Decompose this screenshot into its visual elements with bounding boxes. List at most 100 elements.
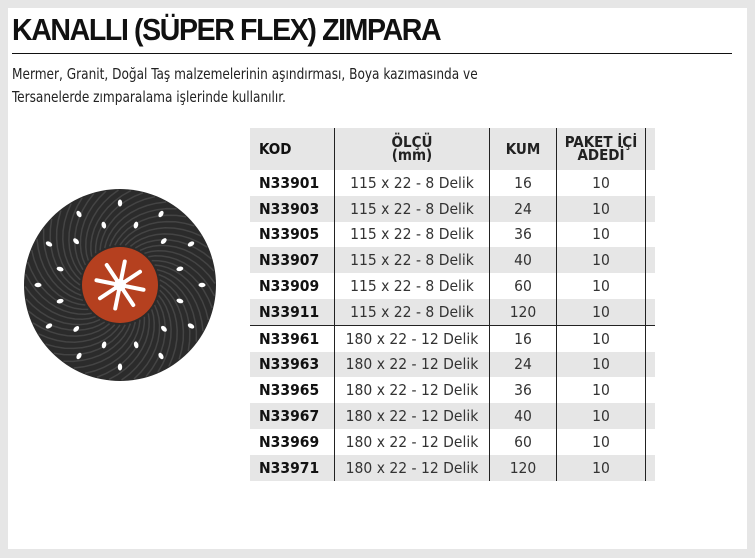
groove xyxy=(24,273,92,315)
cell-adet: 10 xyxy=(556,403,646,429)
groove xyxy=(73,193,95,271)
cell-blank xyxy=(645,247,655,274)
disc-hole xyxy=(117,199,123,207)
cell-kod: N33969 xyxy=(259,432,320,451)
table-row: N33969 180 x 22 - 12 Delik 60 10 xyxy=(250,428,655,455)
disc-hole xyxy=(160,325,167,332)
disc-hole xyxy=(45,323,53,329)
groove xyxy=(156,268,204,332)
groove xyxy=(108,313,150,381)
disc-hole xyxy=(133,341,139,349)
cell-kum: 40 xyxy=(489,247,557,274)
groove xyxy=(90,189,132,257)
groove xyxy=(154,264,210,321)
cell-kum: 40 xyxy=(489,403,557,429)
cell-kod: N33905 xyxy=(259,225,320,244)
disc-hole xyxy=(73,238,80,245)
table-row: N33901 115 x 22 - 8 Delik 16 10 xyxy=(250,170,655,196)
groove xyxy=(133,304,161,380)
cell-adet: 10 xyxy=(556,195,646,222)
description: Mermer, Granit, Doğal Taş malzemelerinin… xyxy=(12,63,696,109)
groove xyxy=(84,319,141,375)
disc-hole xyxy=(45,241,53,247)
groove xyxy=(121,309,155,381)
cell-olcu: 115 x 22 - 8 Delik xyxy=(334,273,490,299)
groove xyxy=(94,192,144,254)
description-line: Mermer, Granit, Doğal Taş malzemelerinin… xyxy=(12,65,478,83)
groove xyxy=(108,207,177,247)
disc-hole xyxy=(176,298,184,304)
groove xyxy=(30,249,86,306)
sanding-disc-image xyxy=(24,189,216,381)
cell-blank xyxy=(645,298,655,326)
table-header: KOD ÖLÇÜ (mm) KUM PAKET İÇİ ADEDİ xyxy=(250,128,655,170)
groove xyxy=(145,299,167,377)
disc-hole xyxy=(76,352,82,360)
cell-kum: 24 xyxy=(489,195,557,222)
disc-hole xyxy=(176,266,184,272)
cell-adet: 10 xyxy=(556,221,646,248)
disc-hole xyxy=(117,363,123,371)
cell-adet: 10 xyxy=(556,298,646,326)
disc-hole xyxy=(56,266,64,272)
cell-olcu: 115 x 22 - 8 Delik xyxy=(334,221,490,248)
groove xyxy=(36,238,84,302)
disc-hole xyxy=(158,210,164,218)
groove xyxy=(24,286,96,320)
cell-blank xyxy=(645,195,655,222)
table-row: N33909 115 x 22 - 8 Delik 60 10 xyxy=(250,273,655,299)
groove xyxy=(42,228,82,297)
groove xyxy=(63,323,132,363)
groove xyxy=(28,310,106,332)
cell-adet: 10 xyxy=(556,351,646,378)
cell-olcu: 180 x 22 - 12 Delik xyxy=(334,351,490,378)
groove xyxy=(62,203,81,281)
disc-hole xyxy=(101,341,107,349)
disc-hole xyxy=(160,238,167,245)
groove xyxy=(99,195,156,251)
cell-kum: 24 xyxy=(489,351,557,378)
cell-olcu: 115 x 22 - 8 Delik xyxy=(334,247,490,274)
cell-adet: 10 xyxy=(556,170,646,196)
cell-blank xyxy=(645,428,655,455)
cell-adet: 10 xyxy=(556,324,646,352)
table-row: N33971 180 x 22 - 12 Delik 120 10 xyxy=(250,454,655,481)
disc-hole xyxy=(56,298,64,304)
cell-kod: N33965 xyxy=(259,381,320,400)
cell-olcu: 180 x 22 - 12 Delik xyxy=(334,377,490,404)
groove xyxy=(139,244,215,272)
cell-kod: N33967 xyxy=(250,403,335,429)
cell-kum: 60 xyxy=(489,273,557,299)
cell-kum: 36 xyxy=(489,377,557,404)
table-row: N33967 180 x 22 - 12 Delik 40 10 xyxy=(250,403,655,429)
cell-kum: 16 xyxy=(489,170,557,196)
cell-blank xyxy=(645,454,655,481)
cell-kum: 16 xyxy=(489,324,557,352)
groove xyxy=(49,218,81,291)
table-row: N33961 180 x 22 - 12 Delik 16 10 xyxy=(250,324,655,352)
cell-kod: N33911 xyxy=(250,298,335,326)
groove xyxy=(85,189,119,261)
cell-adet: 10 xyxy=(556,273,646,299)
cell-blank xyxy=(645,403,655,429)
description-line: Tersanelerde zımparalama işlerinde kulla… xyxy=(12,88,286,106)
disc-hole xyxy=(101,221,107,229)
cell-kum: 120 xyxy=(489,454,557,481)
groove xyxy=(159,289,178,367)
header-kod: KOD xyxy=(250,128,335,170)
cell-olcu: 180 x 22 - 12 Delik xyxy=(334,428,490,455)
groove xyxy=(134,238,212,260)
table-row: N33905 115 x 22 - 8 Delik 36 10 xyxy=(250,221,655,248)
groove xyxy=(157,294,172,373)
cell-olcu: 180 x 22 - 12 Delik xyxy=(334,454,490,481)
disc-hole xyxy=(133,221,139,229)
groove xyxy=(159,279,191,352)
table-row: N33911 115 x 22 - 8 Delik 120 10 xyxy=(250,298,655,326)
header-paket-line1: PAKET İÇİ xyxy=(564,133,638,151)
header-olcu-line1: ÖLÇÜ xyxy=(391,133,433,151)
cell-blank xyxy=(645,377,655,404)
cell-blank xyxy=(645,170,655,196)
header-olcu: ÖLÇÜ (mm) xyxy=(334,128,490,170)
groove xyxy=(114,214,187,246)
groove xyxy=(55,210,81,286)
